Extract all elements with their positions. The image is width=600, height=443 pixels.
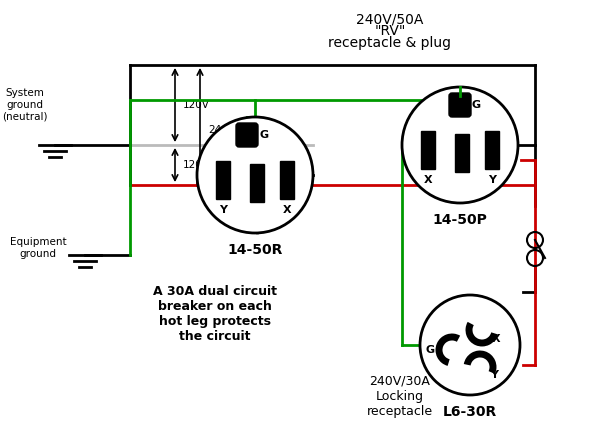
Text: System
ground
(neutral): System ground (neutral): [2, 89, 47, 121]
Text: A 30A dual circuit
breaker on each
hot leg protects
the circuit: A 30A dual circuit breaker on each hot l…: [153, 285, 277, 343]
FancyBboxPatch shape: [280, 161, 294, 199]
Text: Y: Y: [490, 370, 498, 380]
Text: 240V/50A: 240V/50A: [356, 12, 424, 26]
Circle shape: [420, 295, 520, 395]
Text: Equipment
ground: Equipment ground: [10, 237, 67, 259]
Text: X: X: [424, 175, 433, 185]
Text: "RV": "RV": [374, 24, 406, 38]
FancyBboxPatch shape: [236, 123, 258, 147]
Text: W: W: [456, 138, 468, 148]
Text: 120V: 120V: [183, 160, 210, 170]
Text: 14-50P: 14-50P: [433, 213, 487, 227]
Text: 240V/30A
Locking
receptacle: 240V/30A Locking receptacle: [367, 375, 433, 418]
Text: X: X: [492, 334, 500, 344]
Text: W: W: [251, 168, 263, 178]
Text: 14-50R: 14-50R: [227, 243, 283, 257]
FancyBboxPatch shape: [449, 93, 471, 117]
FancyBboxPatch shape: [421, 131, 435, 169]
Text: 240V: 240V: [208, 125, 235, 135]
Text: receptacle & plug: receptacle & plug: [329, 36, 452, 50]
FancyBboxPatch shape: [485, 131, 499, 169]
Text: X: X: [283, 205, 292, 215]
Circle shape: [402, 87, 518, 203]
Text: L6-30R: L6-30R: [443, 405, 497, 419]
Circle shape: [197, 117, 313, 233]
FancyBboxPatch shape: [455, 134, 469, 172]
Text: 120V: 120V: [183, 100, 210, 110]
FancyBboxPatch shape: [250, 164, 264, 202]
Text: G: G: [472, 100, 481, 110]
Text: Y: Y: [488, 175, 496, 185]
Text: G: G: [426, 345, 435, 355]
Text: Y: Y: [219, 205, 227, 215]
FancyBboxPatch shape: [216, 161, 230, 199]
Text: G: G: [259, 130, 268, 140]
